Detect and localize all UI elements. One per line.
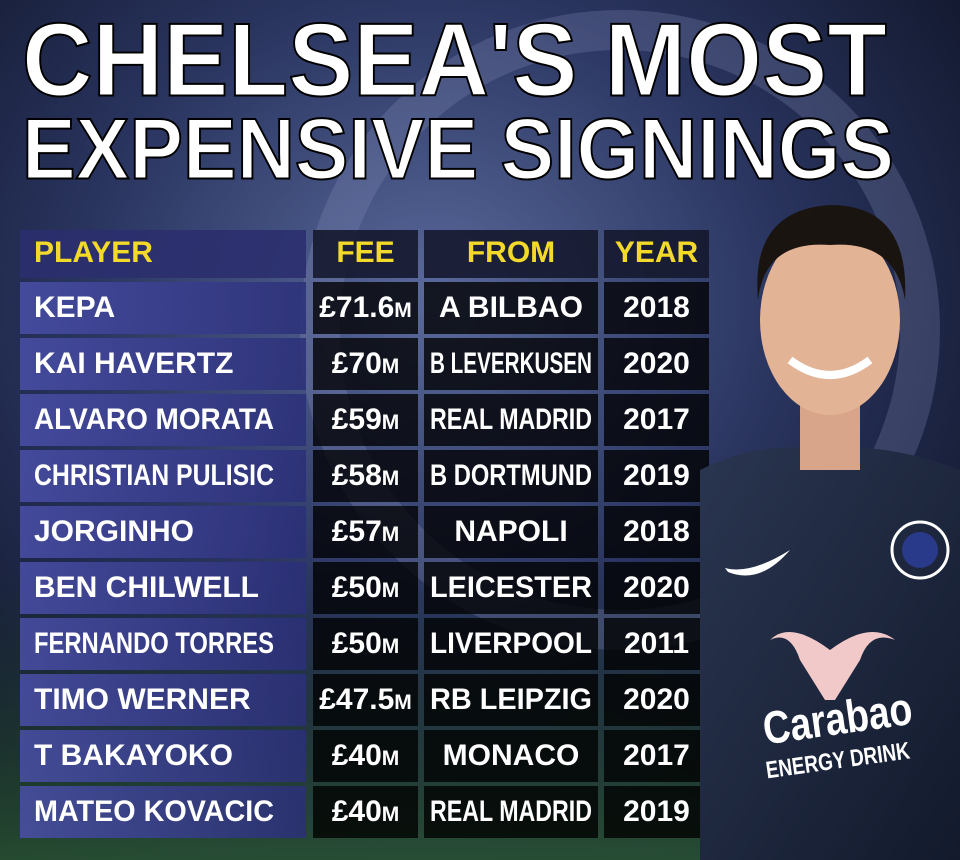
cell-text: 2019	[623, 795, 690, 828]
cell-text: £47.5m	[319, 683, 412, 716]
cell-text: 2019	[623, 459, 690, 492]
table-cell	[424, 450, 598, 502]
cell-text: 2018	[623, 291, 690, 324]
cell-text: NAPOLI	[454, 515, 567, 548]
cell-text: JORGINHO	[34, 515, 194, 548]
cell-text: B LEVERKUSEN	[430, 347, 592, 380]
table-cell	[604, 394, 709, 446]
table-cell	[424, 618, 598, 670]
table-cell	[20, 674, 306, 726]
header-label: FEE	[336, 236, 394, 269]
header-label: YEAR	[615, 236, 699, 269]
table-cell	[424, 674, 598, 726]
table-cell	[313, 282, 418, 334]
cell-text: ALVARO MORATA	[34, 403, 274, 436]
cell-text: CHRISTIAN PULISIC	[34, 459, 274, 492]
table-cell	[424, 562, 598, 614]
cell-text: £50m	[332, 627, 400, 660]
table: PLAYER FEE FROM YEAR KEPA £71.6m A BILBAO 2018 K…	[20, 230, 709, 838]
table-cell	[313, 786, 418, 838]
table-cell	[424, 506, 598, 558]
cell-text: LEICESTER	[430, 571, 592, 604]
table-cell	[20, 506, 306, 558]
table-cell	[313, 338, 418, 390]
table-cell	[313, 562, 418, 614]
cell-text: £57m	[332, 515, 400, 548]
table-cell	[604, 450, 709, 502]
header-cell	[20, 230, 306, 278]
cell-text: RB LEIPZIG	[430, 683, 592, 716]
table-cell	[20, 618, 306, 670]
cell-text: 2011	[624, 627, 689, 660]
header-label: PLAYER	[34, 236, 153, 269]
table-cell	[313, 506, 418, 558]
table-cell	[20, 786, 306, 838]
header-cell	[604, 230, 709, 278]
header-cell	[424, 230, 598, 278]
table-cell	[424, 282, 598, 334]
cell-text: LIVERPOOL	[430, 627, 592, 660]
header-label: FROM	[467, 236, 555, 269]
table-cell	[313, 394, 418, 446]
table-cell	[20, 338, 306, 390]
cell-text: 2018	[623, 515, 690, 548]
cell-text: 2020	[623, 683, 690, 716]
cell-text: MONACO	[443, 739, 580, 772]
table-cell	[313, 618, 418, 670]
table-cell	[604, 618, 709, 670]
cell-text: 2017	[623, 403, 690, 436]
table-cell	[20, 562, 306, 614]
cell-text: £71.6m	[319, 291, 412, 324]
table-cell	[313, 730, 418, 782]
cell-text: B DORTMUND	[430, 459, 592, 492]
table-cell	[424, 394, 598, 446]
cell-text: REAL MADRID	[430, 795, 592, 828]
table-cell	[424, 338, 598, 390]
cell-text: FERNANDO TORRES	[34, 627, 274, 660]
cell-text: TIMO WERNER	[34, 683, 251, 716]
cell-text: 2017	[623, 739, 690, 772]
table-cell	[604, 562, 709, 614]
table-cell	[313, 450, 418, 502]
cell-text: KEPA	[34, 291, 115, 324]
cell-text: MATEO KOVACIC	[34, 795, 274, 828]
cell-text: 2020	[623, 571, 690, 604]
cell-text: BEN CHILWELL	[34, 571, 259, 604]
table-cell	[424, 730, 598, 782]
table-cell	[604, 674, 709, 726]
title-line: EXPENSIVE SIGNINGS	[22, 102, 894, 198]
cell-text: £40m	[332, 739, 400, 772]
table-cell	[424, 786, 598, 838]
cell-text: KAI HAVERTZ	[34, 347, 233, 380]
table-cell	[604, 730, 709, 782]
cell-text: 2020	[623, 347, 690, 380]
cell-text: REAL MADRID	[430, 403, 592, 436]
cell-text: £58m	[332, 459, 400, 492]
table-cell	[20, 730, 306, 782]
cell-text: £70m	[332, 347, 400, 380]
cell-text: £40m	[332, 795, 400, 828]
cell-text: £50m	[332, 571, 400, 604]
cell-text: A BILBAO	[439, 291, 583, 324]
header-cell	[313, 230, 418, 278]
table-cell	[313, 674, 418, 726]
table-cell	[604, 786, 709, 838]
table-cell	[604, 338, 709, 390]
cell-text: £59m	[332, 403, 400, 436]
table-cell	[20, 394, 306, 446]
cell-text: T BAKAYOKO	[34, 739, 233, 772]
table-cell	[604, 506, 709, 558]
table-cell	[20, 450, 306, 502]
table-cell	[604, 282, 709, 334]
table-cell	[20, 282, 306, 334]
title-line: CHELSEA'S MOST	[22, 2, 887, 118]
